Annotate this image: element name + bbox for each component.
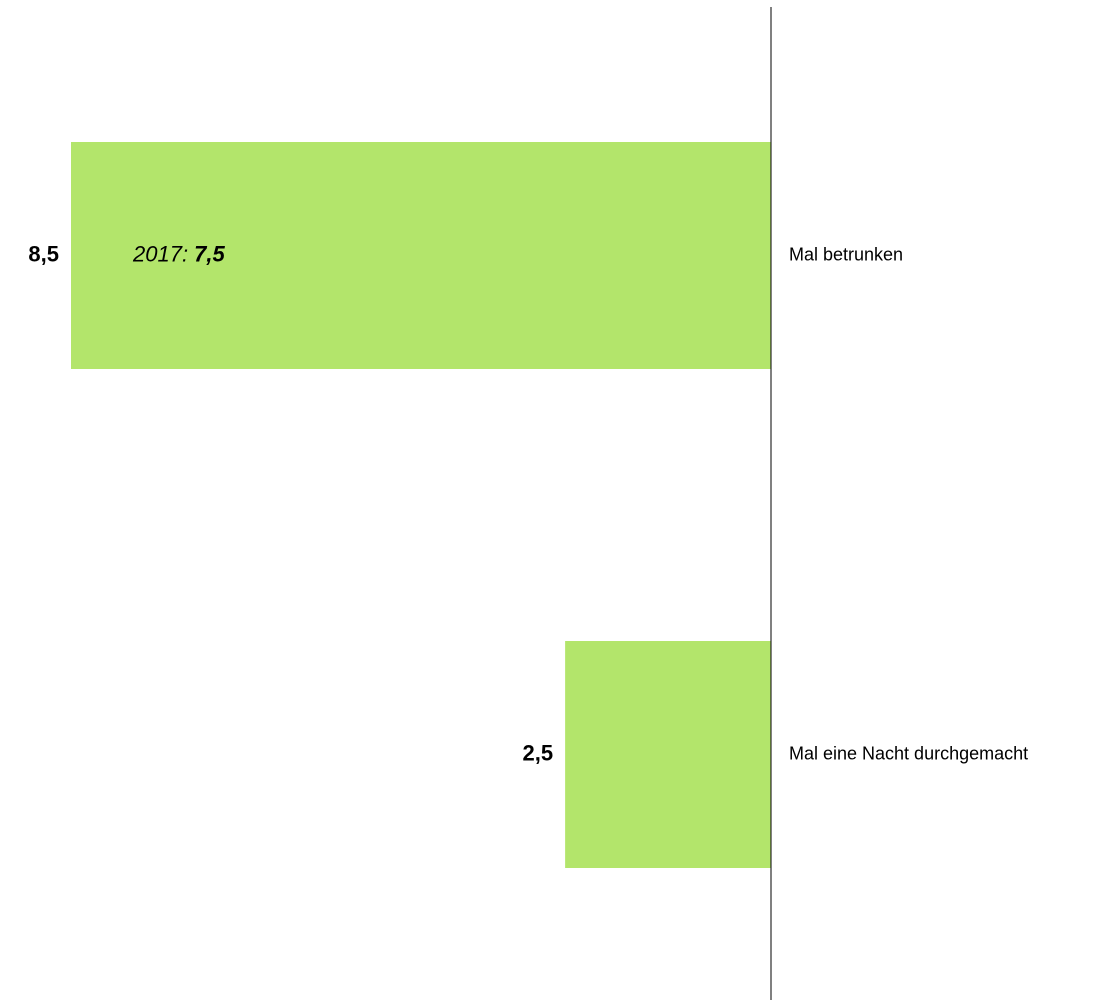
category-label-2: Mal eine Nacht durchgemacht: [789, 743, 1028, 763]
bar-1: [71, 142, 771, 369]
value-label-2: 2,5: [523, 740, 554, 765]
comparison-value: 7,5: [194, 241, 225, 266]
category-label-1: Mal betrunken: [789, 244, 903, 264]
comparison-prefix: 2017:: [132, 241, 194, 266]
comparison-label-1: 2017: 7,5: [132, 241, 226, 266]
value-label-1: 8,5: [28, 241, 59, 266]
bar-2: [565, 641, 771, 868]
